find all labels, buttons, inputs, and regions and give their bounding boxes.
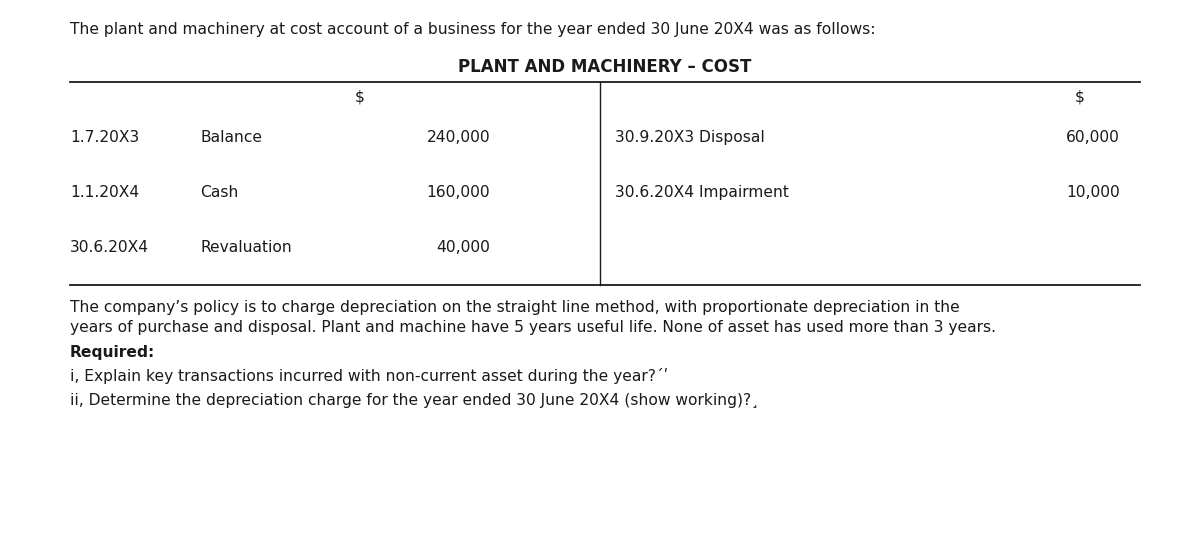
Text: 60,000: 60,000 bbox=[1066, 130, 1120, 145]
Text: Balance: Balance bbox=[200, 130, 262, 145]
Text: $: $ bbox=[355, 90, 365, 105]
Text: 1.7.20X3: 1.7.20X3 bbox=[70, 130, 139, 145]
Text: 1.1.20X4: 1.1.20X4 bbox=[70, 185, 139, 200]
Text: Revaluation: Revaluation bbox=[200, 240, 292, 255]
Text: 30.6.20X4: 30.6.20X4 bbox=[70, 240, 149, 255]
Text: 10,000: 10,000 bbox=[1067, 185, 1120, 200]
Text: The plant and machinery at cost account of a business for the year ended 30 June: The plant and machinery at cost account … bbox=[70, 22, 876, 37]
Text: 40,000: 40,000 bbox=[436, 240, 490, 255]
Text: Cash: Cash bbox=[200, 185, 239, 200]
Text: $: $ bbox=[1075, 90, 1085, 105]
Text: 240,000: 240,000 bbox=[426, 130, 490, 145]
Text: years of purchase and disposal. Plant and machine have 5 years useful life. None: years of purchase and disposal. Plant an… bbox=[70, 320, 996, 335]
Text: PLANT AND MACHINERY – COST: PLANT AND MACHINERY – COST bbox=[458, 58, 751, 76]
Text: i, Explain key transactions incurred with non-current asset during the year?´ʹ: i, Explain key transactions incurred wit… bbox=[70, 368, 668, 384]
Text: 30.9.20X3 Disposal: 30.9.20X3 Disposal bbox=[616, 130, 764, 145]
Text: The company’s policy is to charge depreciation on the straight line method, with: The company’s policy is to charge deprec… bbox=[70, 300, 960, 315]
Text: Required:: Required: bbox=[70, 345, 155, 360]
Text: 30.6.20X4 Impairment: 30.6.20X4 Impairment bbox=[616, 185, 788, 200]
Text: ii, Determine the depreciation charge for the year ended 30 June 20X4 (show work: ii, Determine the depreciation charge fo… bbox=[70, 393, 758, 408]
Text: 160,000: 160,000 bbox=[426, 185, 490, 200]
